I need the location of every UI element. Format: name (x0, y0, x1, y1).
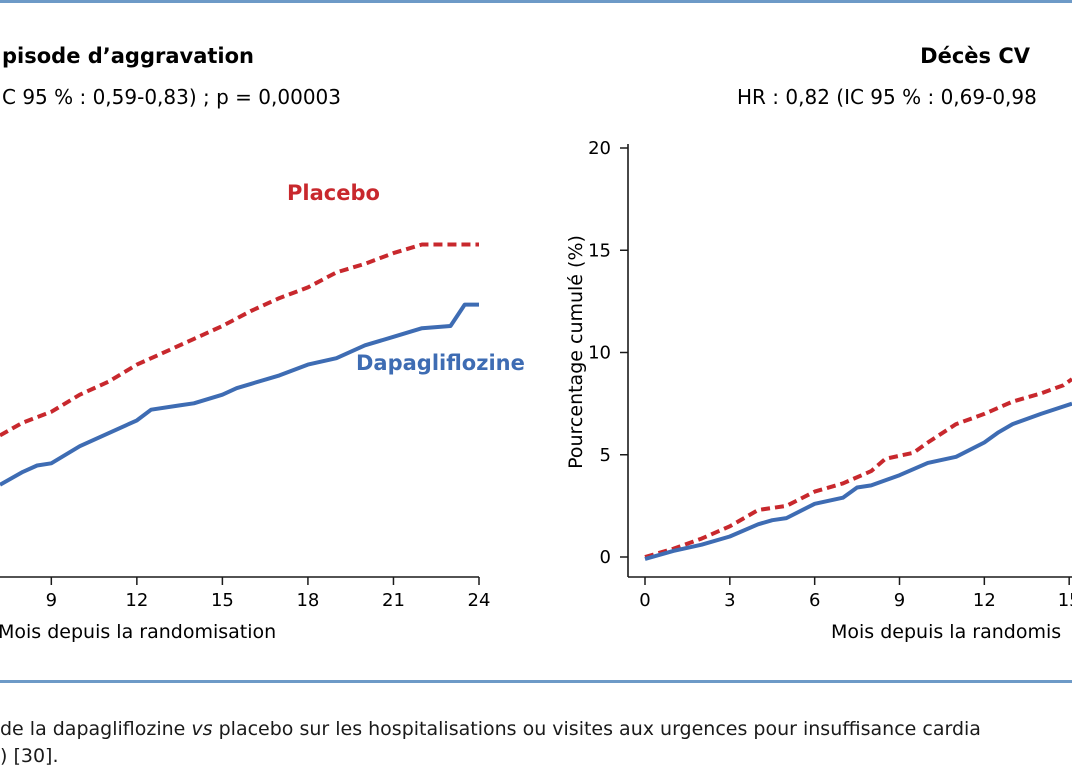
caption-line-1-prefix: de la dapagliflozine (0, 718, 192, 740)
figure-caption: de la dapagliflozine vs placebo sur les … (0, 716, 1072, 770)
x-tick-label: 18 (296, 590, 319, 611)
y-ticks-right: 0 5 10 15 20 (588, 138, 628, 568)
x-tick-label: 15 (211, 590, 234, 611)
caption-line-1: de la dapagliflozine vs placebo sur les … (0, 716, 1072, 743)
x-tick-label: 21 (382, 590, 405, 611)
x-tick-label: 24 (468, 590, 491, 611)
caption-line-1-suffix: placebo sur les hospitalisations ou visi… (212, 718, 981, 740)
y-tick-label: 15 (588, 240, 611, 261)
x-tick-label: 12 (125, 590, 148, 611)
chart-subtitle-left: C 95 % : 0,59-0,83) ; p = 0,00003 (2, 85, 341, 109)
series-line-placebo (0, 242, 479, 438)
x-axis-label-left: Mois depuis la randomisation (0, 621, 276, 643)
x-tick-label: 6 (809, 590, 820, 611)
y-tick-label: 10 (588, 343, 611, 364)
x-tick-label: 9 (46, 590, 57, 611)
y-axis-label-right: Pourcentage cumulé (%) (565, 235, 587, 469)
x-tick-label: 12 (973, 590, 996, 611)
series-line-dapagliflozine (0, 302, 479, 487)
x-ticks-right: 0 3 6 9 12 15 (639, 577, 1072, 611)
series-label-placebo: Placebo (287, 181, 380, 205)
series-line-dapagliflozine (644, 401, 1072, 561)
chart-title-right: Décès CV (920, 44, 1031, 68)
chart-panel-left: pisode d’aggravation C 95 % : 0,59-0,83)… (0, 44, 525, 643)
series-label-dapagliflozine: Dapagliflozine (356, 351, 525, 375)
x-tick-label: 15 (1058, 590, 1072, 611)
series-line-placebo (644, 377, 1072, 559)
figure-canvas: pisode d’aggravation C 95 % : 0,59-0,83)… (0, 44, 1072, 643)
y-tick-label: 20 (588, 138, 611, 159)
y-tick-label: 0 (600, 547, 611, 568)
chart-title-left: pisode d’aggravation (2, 44, 254, 68)
bottom-rule (0, 680, 1072, 683)
x-ticks-left: 9 12 15 18 21 24 (46, 577, 491, 611)
series-group-left (0, 242, 479, 487)
series-group-right (644, 377, 1072, 561)
chart-panel-right: Décès CV HR : 0,82 (IC 95 % : 0,69-0,98 … (565, 44, 1072, 643)
y-tick-label: 5 (600, 445, 611, 466)
top-rule (0, 0, 1072, 3)
x-axis-label-right: Mois depuis la randomis (831, 621, 1061, 643)
x-tick-label: 9 (894, 590, 905, 611)
caption-line-2: ) [30]. (0, 745, 59, 767)
chart-subtitle-right: HR : 0,82 (IC 95 % : 0,69-0,98 (737, 85, 1037, 109)
x-tick-label: 3 (724, 590, 735, 611)
x-tick-label: 0 (639, 590, 650, 611)
caption-line-1-italic: vs (191, 718, 213, 740)
